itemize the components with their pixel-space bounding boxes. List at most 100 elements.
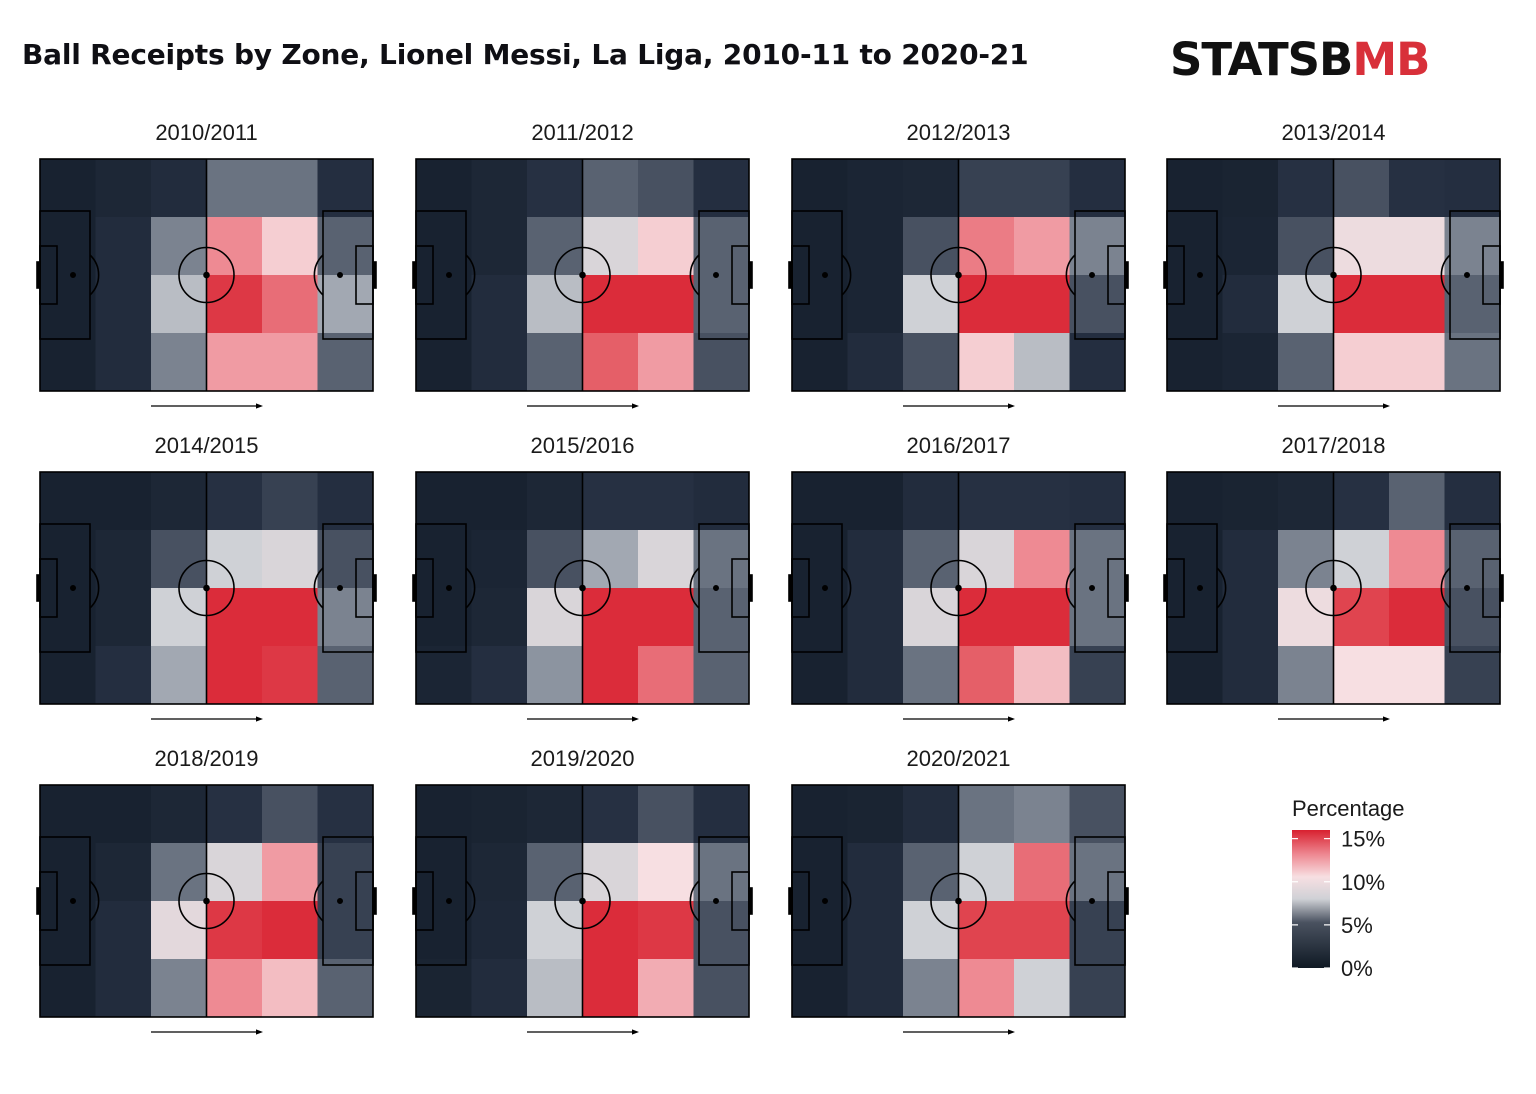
heatmap-cell	[471, 159, 528, 218]
heatmap-cell	[1333, 217, 1390, 276]
attack-direction-arrow	[527, 716, 639, 722]
heatmap-cell	[903, 646, 959, 705]
heatmap-cell	[95, 843, 152, 902]
heatmap-cell	[1389, 217, 1445, 276]
heatmap-cell	[471, 472, 528, 531]
heatmap-cell	[527, 217, 583, 276]
legend-tick-label: 5%	[1341, 913, 1373, 938]
heatmap-cell	[693, 646, 750, 705]
heatmap-cell	[151, 785, 207, 844]
heatmap-cell	[40, 333, 96, 392]
heatmap-cell	[262, 333, 318, 392]
pitch-panel: 2020/2021	[788, 746, 1129, 1035]
season-title: 2015/2016	[531, 433, 635, 458]
heatmap-cell	[693, 785, 750, 844]
heatmap-cell	[471, 530, 528, 589]
heatmap-cell	[416, 646, 472, 705]
heatmap-cell	[317, 159, 374, 218]
heatmap-cell	[1069, 333, 1126, 392]
heatmap-cell	[638, 217, 694, 276]
heatmap-cell	[151, 646, 207, 705]
heatmap-cell	[582, 785, 639, 844]
pitch-panel: 2010/2011	[36, 120, 377, 409]
heatmap-cell	[1069, 472, 1126, 531]
heatmap-cell	[206, 901, 263, 960]
heatmap-cell	[262, 159, 318, 218]
heatmap-cell	[847, 472, 904, 531]
heatmap-cell	[847, 217, 904, 276]
heatmap-cell	[151, 159, 207, 218]
heatmap-cell	[416, 959, 472, 1018]
heatmap-cell	[1333, 275, 1390, 334]
heatmap-cell	[527, 159, 583, 218]
heatmap-cell	[95, 217, 152, 276]
heatmap-cell	[206, 588, 263, 647]
heatmap-cell	[582, 530, 639, 589]
heatmap-cell	[262, 530, 318, 589]
heatmap-cell	[1444, 646, 1501, 705]
heatmap-cell	[958, 530, 1015, 589]
heatmap-cell	[206, 785, 263, 844]
heatmap-cell	[792, 959, 848, 1018]
heatmap-cell	[95, 275, 152, 334]
heatmap-cell	[471, 843, 528, 902]
heatmap-cell	[582, 901, 639, 960]
heatmap-cell	[847, 588, 904, 647]
heatmap-cell	[958, 959, 1015, 1018]
heatmap-cell	[262, 785, 318, 844]
heatmap-cell	[1222, 588, 1279, 647]
heatmap-cell	[206, 843, 263, 902]
heatmap-cell	[206, 217, 263, 276]
heatmap-cell	[527, 843, 583, 902]
heatmap-cell	[958, 217, 1015, 276]
heatmap-cell	[638, 333, 694, 392]
heatmap-cell	[1222, 333, 1279, 392]
heatmap-cell	[206, 646, 263, 705]
pitch-lines	[1163, 158, 1504, 392]
heatmap-cell	[1014, 159, 1070, 218]
heatmap-cell	[317, 472, 374, 531]
season-title: 2011/2012	[531, 120, 633, 145]
heatmap-cell	[1389, 588, 1445, 647]
heatmap-cell	[903, 217, 959, 276]
heatmap-cell	[262, 959, 318, 1018]
attack-direction-arrow	[527, 1029, 639, 1035]
attack-direction-arrow	[903, 1029, 1015, 1035]
heatmap-cell	[582, 472, 639, 531]
heatmap-cell	[847, 646, 904, 705]
season-title: 2019/2020	[531, 746, 635, 771]
heatmap-cell	[1014, 275, 1070, 334]
pitch-lines	[788, 158, 1129, 392]
heatmap-cell	[693, 159, 750, 218]
heatmap-cell	[903, 159, 959, 218]
heatmap-cell	[206, 333, 263, 392]
heatmap-cell	[958, 275, 1015, 334]
heatmap-cell	[1278, 646, 1334, 705]
attack-direction-arrow	[527, 403, 639, 409]
heatmap-cell	[958, 843, 1015, 902]
pitch-lines	[412, 784, 753, 1018]
heatmap-cell	[527, 785, 583, 844]
statsbomb-logo: STATSBMB	[1170, 33, 1430, 87]
heatmap-cell	[903, 901, 959, 960]
attack-direction-arrow	[1278, 403, 1390, 409]
season-title: 2016/2017	[907, 433, 1011, 458]
heatmap-cell	[582, 646, 639, 705]
heatmap-cell	[638, 275, 694, 334]
heatmap-cell	[471, 217, 528, 276]
heatmap-cell	[792, 159, 848, 218]
page-title: Ball Receipts by Zone, Lionel Messi, La …	[22, 38, 1029, 71]
heatmap-cell	[262, 217, 318, 276]
heatmap-cell	[582, 843, 639, 902]
attack-direction-arrow	[151, 716, 263, 722]
season-title: 2012/2013	[907, 120, 1011, 145]
legend-colorbar	[1292, 830, 1330, 968]
heatmap-cell	[1014, 843, 1070, 902]
heatmap-cell	[95, 472, 152, 531]
heatmap-cell	[903, 472, 959, 531]
attack-direction-arrow	[903, 716, 1015, 722]
heatmap-cell	[1389, 159, 1445, 218]
heatmap-cell	[1278, 217, 1334, 276]
heatmap-cell	[1222, 646, 1279, 705]
heatmap-cell	[958, 901, 1015, 960]
